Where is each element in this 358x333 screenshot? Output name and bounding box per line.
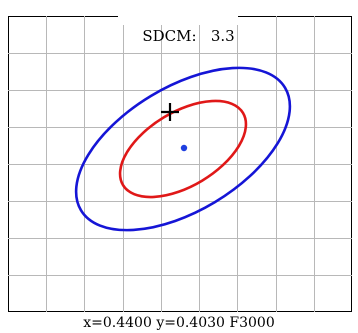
center-point <box>180 144 188 152</box>
sdcm-gap <box>197 27 211 45</box>
title-background <box>118 9 238 25</box>
inner-ellipse <box>118 99 248 199</box>
plot-grid <box>8 16 352 312</box>
sdcm-label: SDCM: <box>142 27 197 45</box>
crosshair-plus-icon <box>161 103 179 121</box>
sdcm-value: 3.3 <box>210 27 235 45</box>
outer-ellipse <box>74 66 292 232</box>
coordinates-readout: x=0.4400 y=0.4030 F3000 <box>83 315 275 331</box>
sdcm-readout: SDCM: 3.3 <box>0 3 358 45</box>
ellipse-plot <box>8 16 352 312</box>
